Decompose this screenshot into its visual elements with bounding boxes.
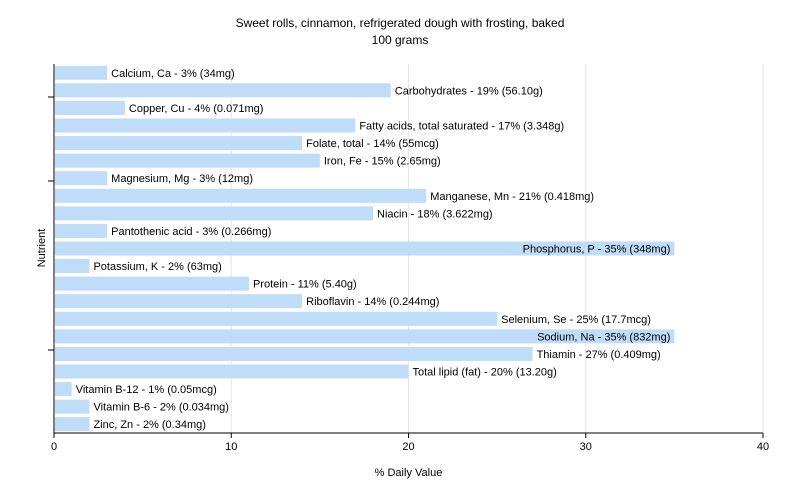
- bar: [55, 136, 303, 151]
- x-tick-label: 0: [51, 441, 57, 453]
- bar: [55, 100, 125, 115]
- bar-label: Thiamin - 27% (0.409mg): [537, 349, 661, 361]
- chart-title-block: Sweet rolls, cinnamon, refrigerated doug…: [0, 15, 800, 49]
- bar: [55, 294, 303, 309]
- bar: [55, 241, 675, 256]
- bar-label: Riboflavin - 14% (0.244mg): [306, 296, 439, 308]
- bar: [55, 65, 108, 80]
- bar: [55, 83, 391, 98]
- bar: [55, 417, 90, 432]
- bar-label: Vitamin B-6 - 2% (0.034mg): [93, 402, 229, 414]
- bar: [55, 259, 90, 274]
- bar-label: Sodium, Na - 35% (832mg): [537, 331, 670, 343]
- bar-label: Vitamin B-12 - 1% (0.05mcg): [76, 384, 217, 396]
- bar: [55, 223, 108, 238]
- bar: [55, 153, 320, 168]
- bar-label: Magnesium, Mg - 3% (12mg): [111, 173, 253, 185]
- bar: [55, 364, 409, 379]
- bar-label: Niacin - 18% (3.622mg): [377, 208, 493, 220]
- bar: [55, 346, 533, 361]
- bar: [55, 382, 72, 397]
- bar-label: Selenium, Se - 25% (17.7mcg): [501, 314, 651, 326]
- x-tick-label: 30: [580, 441, 592, 453]
- bar: [55, 311, 498, 326]
- bar: [55, 399, 90, 414]
- bar-label: Carbohydrates - 19% (56.10g): [395, 85, 543, 97]
- bar-label: Iron, Fe - 15% (2.65mg): [324, 156, 441, 168]
- y-axis-title: Nutrient: [36, 229, 48, 268]
- x-tick-label: 20: [402, 441, 414, 453]
- bar: [55, 171, 108, 186]
- bar-label: Pantothenic acid - 3% (0.266mg): [111, 226, 271, 238]
- bar-label: Zinc, Zn - 2% (0.34mg): [93, 419, 205, 431]
- bar-label: Folate, total - 14% (55mcg): [306, 138, 439, 150]
- chart-subtitle: 100 grams: [371, 33, 429, 47]
- bar: [55, 329, 675, 344]
- bar-label: Calcium, Ca - 3% (34mg): [111, 68, 234, 80]
- bar-label: Manganese, Mn - 21% (0.418mg): [430, 191, 594, 203]
- bar: [55, 118, 356, 133]
- x-axis-title: % Daily Value: [375, 467, 443, 479]
- bar-label: Potassium, K - 2% (63mg): [93, 261, 221, 273]
- bar-label: Protein - 11% (5.40g): [253, 279, 357, 291]
- x-tick-label: 40: [757, 441, 769, 453]
- bar: [55, 276, 249, 291]
- bar: [55, 188, 427, 203]
- bar-label: Fatty acids, total saturated - 17% (3.34…: [359, 121, 564, 133]
- chart-title: Sweet rolls, cinnamon, refrigerated doug…: [235, 16, 565, 30]
- x-tick-label: 10: [225, 441, 237, 453]
- bar: [55, 206, 374, 221]
- bar-label: Copper, Cu - 4% (0.071mg): [129, 103, 264, 115]
- bar-label: Phosphorus, P - 35% (348mg): [523, 244, 671, 256]
- bar-label: Total lipid (fat) - 20% (13.20g): [413, 367, 557, 379]
